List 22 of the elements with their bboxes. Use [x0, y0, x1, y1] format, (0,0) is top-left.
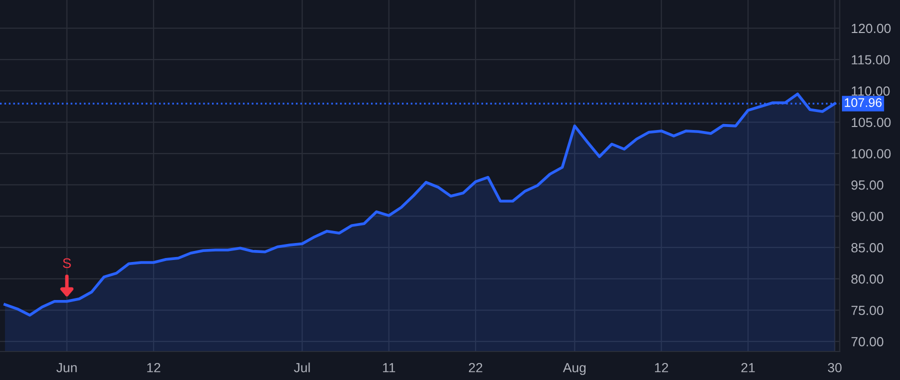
y-tick-label: 120.00	[852, 24, 891, 34]
x-tick-label: 11	[383, 363, 396, 372]
y-tick-label: 80.00	[851, 274, 884, 284]
x-tick-label: 22	[468, 362, 482, 372]
x-tick-label: 12	[147, 362, 160, 372]
x-tick-label: Jun	[56, 363, 77, 372]
x-tick-label: Aug	[562, 363, 586, 375]
ref-line-label: 107.96	[844, 98, 882, 107]
x-tick-label: 30	[828, 362, 842, 372]
y-tick-label: 85.00	[851, 243, 884, 252]
y-tick-label: 105.00	[852, 118, 891, 128]
y-tick-label: 110.00	[852, 86, 890, 96]
y-tick-label: 75.00	[851, 306, 884, 316]
x-tick-label: Jul	[294, 362, 310, 372]
y-tick-label: 95.00	[851, 180, 884, 190]
annotation: S	[62, 258, 71, 268]
y-tick-label: 70.00	[851, 337, 884, 346]
y-tick-label: 115.00	[852, 55, 890, 64]
y-tick-label: 100.00	[852, 149, 891, 158]
x-tick-label: 21	[741, 362, 755, 372]
y-tick-label: 90.00	[851, 212, 884, 222]
x-tick-label: 12	[655, 362, 668, 372]
